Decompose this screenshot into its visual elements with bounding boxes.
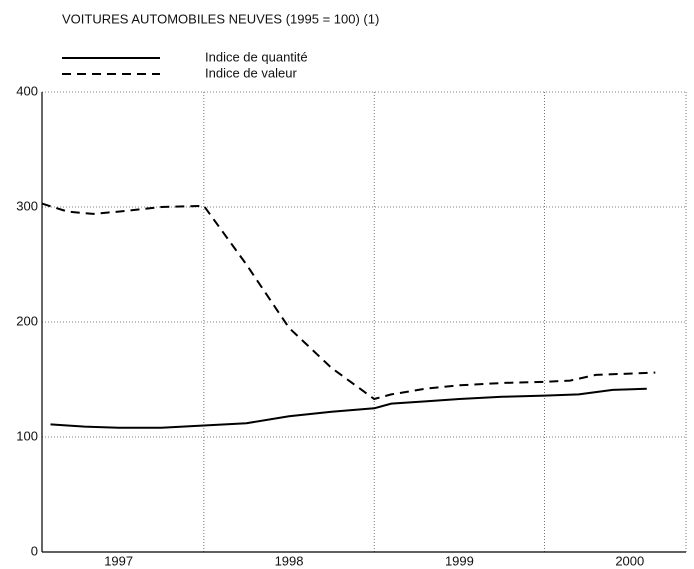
series-line — [50, 387, 647, 429]
y-tick-label: 300 — [16, 198, 38, 213]
x-tick-label: 1998 — [275, 553, 304, 568]
series-line — [41, 202, 656, 401]
x-tick-label: 1997 — [104, 553, 133, 568]
x-tick-label: 2000 — [615, 553, 644, 568]
y-tick-label: 0 — [31, 543, 38, 558]
legend-label: Indice de quantité — [205, 49, 308, 64]
chart-title: VOITURES AUTOMOBILES NEUVES (1995 = 100)… — [62, 11, 379, 26]
x-tick-label: 1999 — [445, 553, 474, 568]
y-tick-label: 400 — [16, 83, 38, 98]
y-tick-label: 100 — [16, 428, 38, 443]
y-tick-label: 200 — [16, 313, 38, 328]
legend-label: Indice de valeur — [205, 65, 297, 80]
